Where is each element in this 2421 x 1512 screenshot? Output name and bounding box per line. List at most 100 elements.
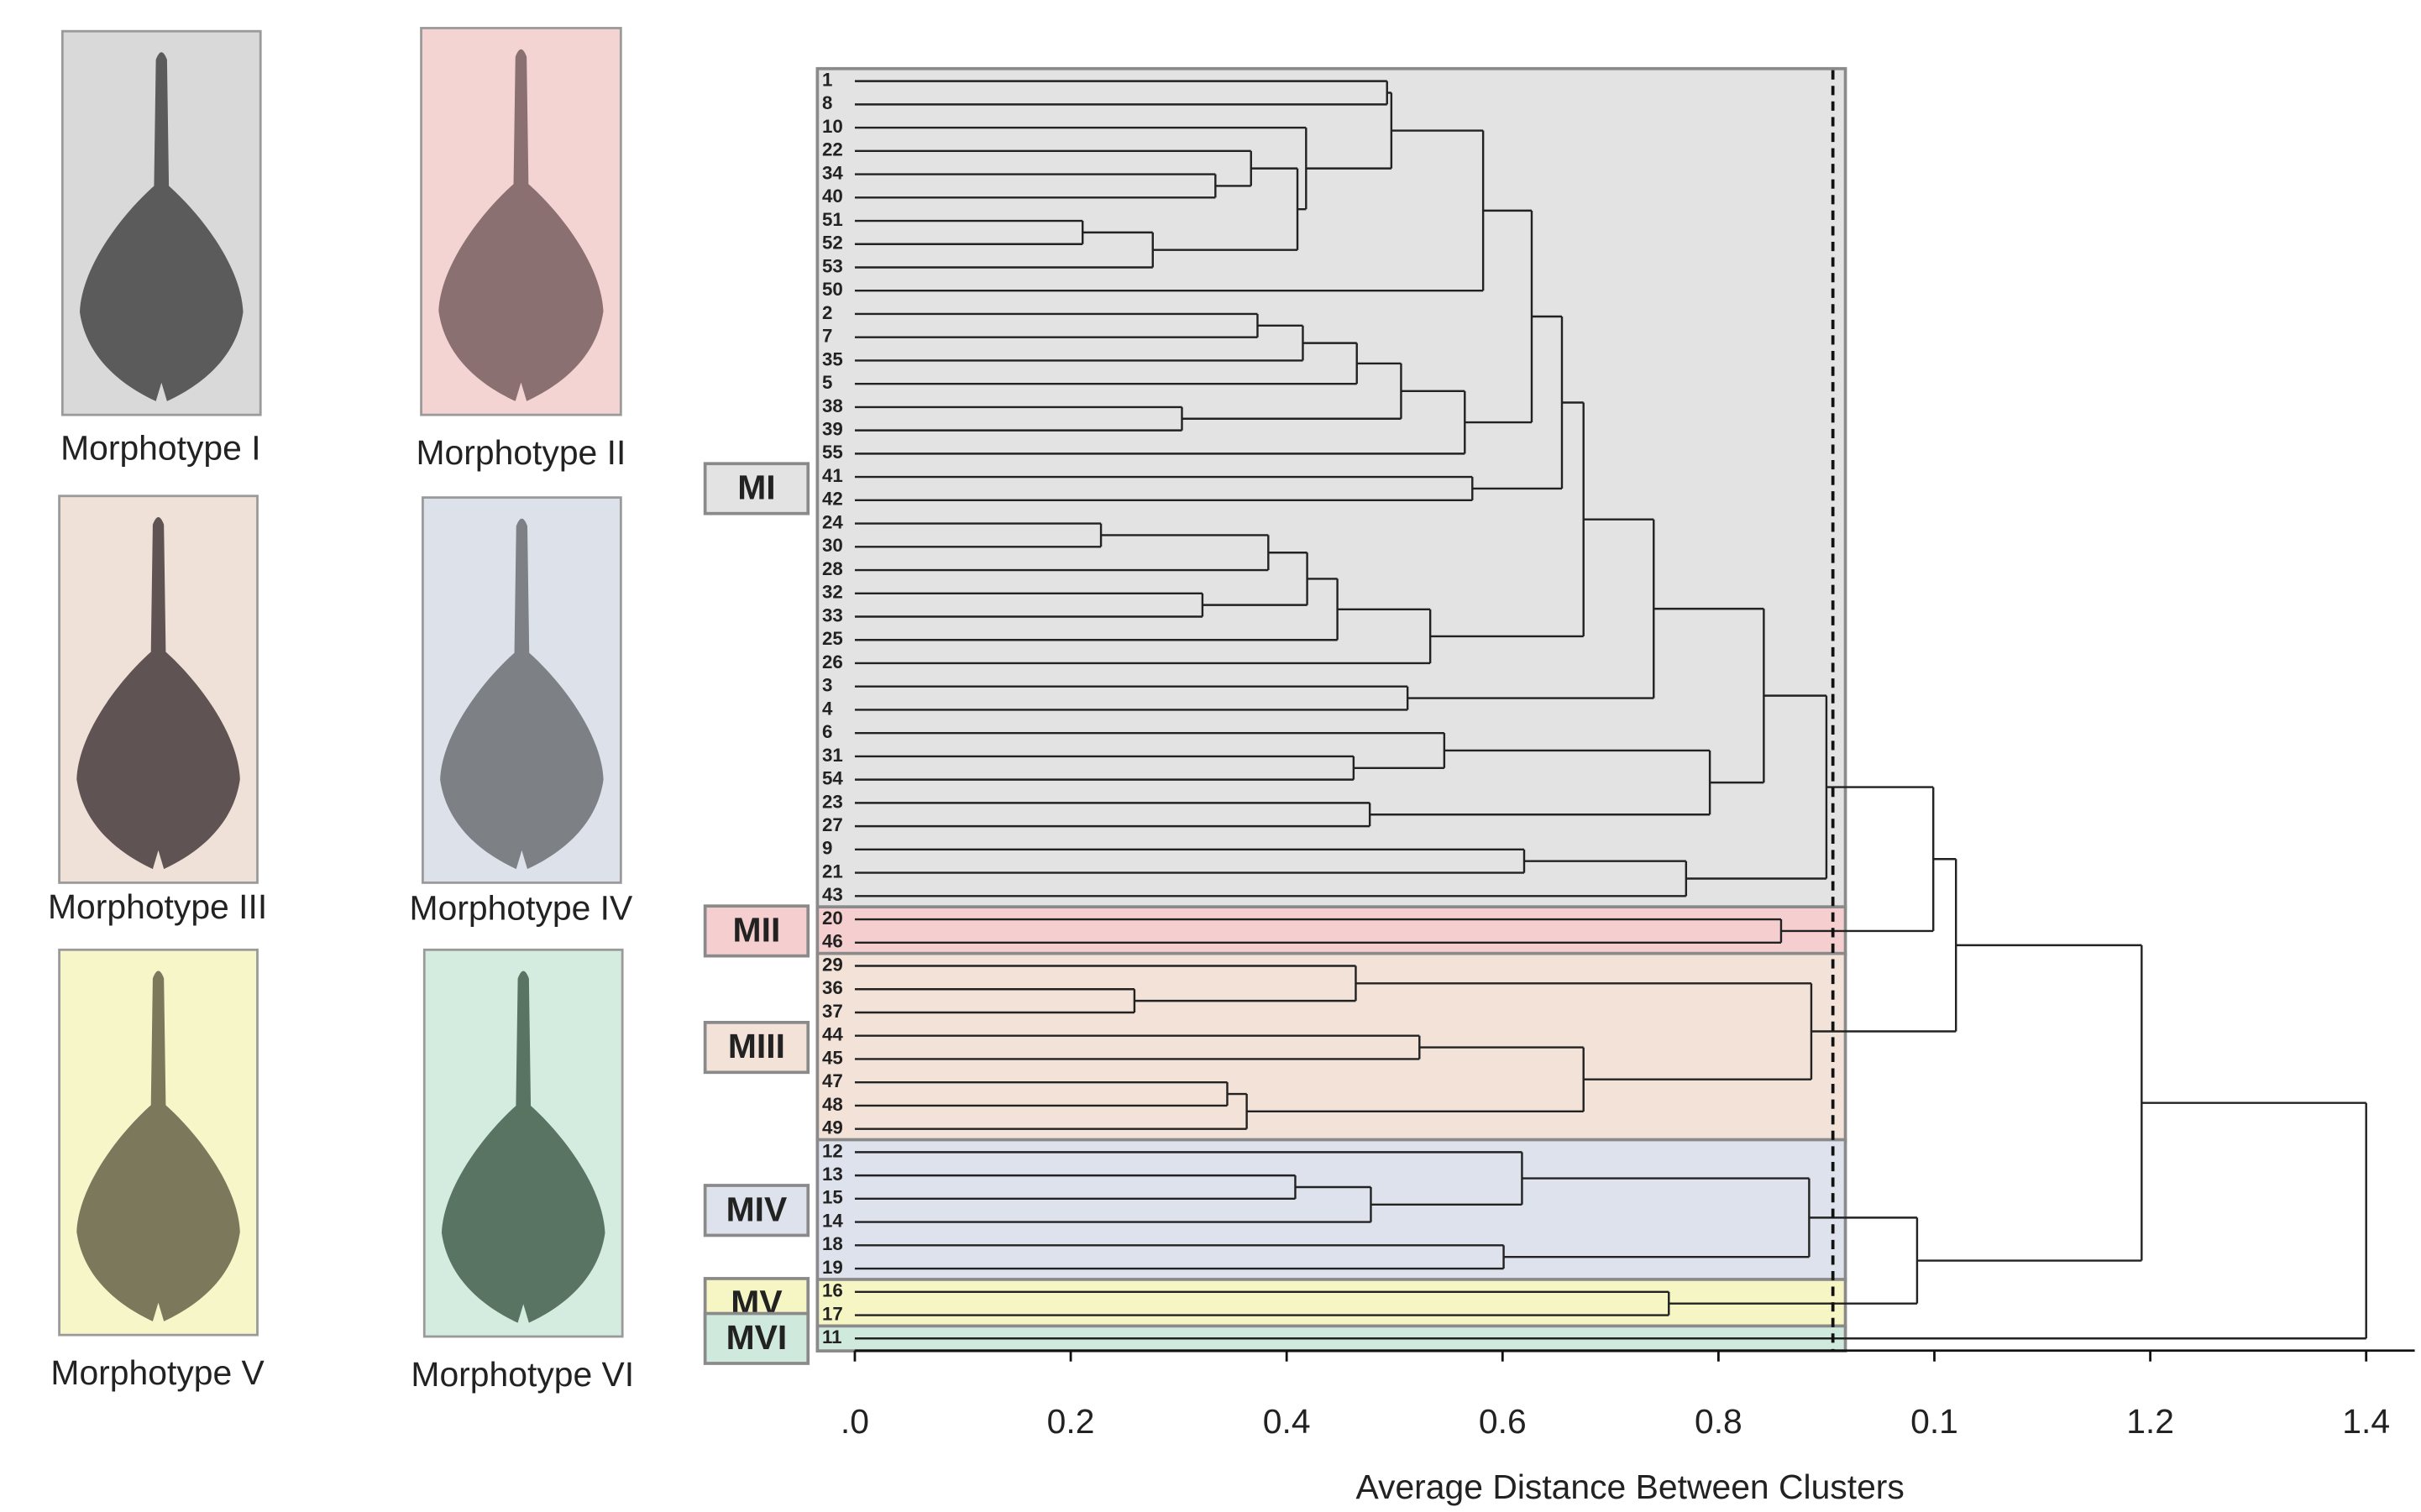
leaf-label: 37	[822, 1001, 843, 1022]
merge-link	[854, 1092, 1248, 1130]
cluster-box	[815, 905, 1847, 957]
leaf-label: 53	[822, 255, 843, 276]
x-tick-label: 0.2	[1047, 1402, 1095, 1441]
leaf-label: 26	[822, 651, 843, 672]
panel-label: Morphotype III	[48, 887, 267, 926]
cluster-tag-box	[703, 1311, 810, 1365]
leaf-label: 36	[822, 977, 843, 998]
cluster-tag: MII	[733, 911, 781, 950]
leaf-label: 22	[822, 139, 843, 160]
leaf-label: 25	[822, 628, 843, 649]
merge-link	[854, 608, 1432, 665]
merge-link	[854, 342, 1358, 385]
leaf-image	[76, 517, 240, 870]
leaf-label: 50	[822, 279, 843, 300]
merge-link	[1811, 858, 1957, 1033]
x-tick-label: 0.4	[1263, 1402, 1311, 1441]
merge-link	[854, 685, 1409, 711]
leaf-label: 6	[822, 721, 832, 742]
leaf-label: 46	[822, 931, 843, 952]
leaf-image	[441, 971, 605, 1323]
leaf-label: 18	[822, 1233, 843, 1254]
merge-link	[1407, 518, 1655, 699]
leaf-label: 40	[822, 186, 843, 207]
x-axis-label: Average Distance Between Clusters	[1356, 1468, 1905, 1506]
cluster-tag: MVI	[726, 1318, 788, 1357]
leaf-label: 32	[822, 582, 843, 603]
x-tick-label: 1.4	[2342, 1402, 2390, 1441]
leaf-label: 8	[822, 92, 832, 113]
leaf-image	[438, 49, 604, 401]
leaf-label: 5	[822, 372, 832, 393]
leaf-label: 38	[822, 395, 843, 416]
leaf-label: 41	[822, 465, 843, 486]
leaf-label: 24	[822, 511, 843, 532]
leaf-label: 51	[822, 209, 843, 230]
cluster-tag-box	[703, 904, 810, 958]
x-tick-label: 0.1	[1910, 1402, 1958, 1441]
merge-link	[854, 592, 1204, 618]
merge-link	[1503, 1177, 1811, 1258]
merge-link	[1465, 209, 1533, 424]
panel-label: Morphotype IV	[410, 889, 633, 928]
leaf-label: 16	[822, 1280, 843, 1301]
leaf-label: 31	[822, 745, 843, 766]
leaf-label: 29	[822, 954, 843, 975]
merge-link	[854, 860, 1688, 897]
leaf-label: 2	[822, 302, 832, 323]
leaf-label: 19	[822, 1257, 843, 1278]
merge-link	[854, 126, 1307, 211]
leaf-label: 20	[822, 908, 843, 929]
leaf-label: 43	[822, 884, 843, 905]
leaf-label: 23	[822, 791, 843, 812]
leaf-label: 33	[822, 604, 843, 625]
merge-link	[854, 755, 1355, 781]
leaf-label: 42	[822, 489, 843, 510]
cluster-tag-box	[703, 462, 810, 515]
leaf-label: 3	[822, 675, 832, 696]
cluster-tag-box	[703, 1021, 810, 1075]
leaf-image	[440, 518, 604, 870]
cluster-box	[815, 1138, 1847, 1283]
x-tick-label: 1.2	[2126, 1402, 2174, 1441]
leaf-label: 45	[822, 1047, 843, 1068]
panel-label: Morphotype VI	[411, 1355, 634, 1394]
leaf-label: 28	[822, 558, 843, 579]
leaf-label: 7	[822, 326, 832, 347]
merge-link	[854, 80, 1388, 106]
merge-link	[854, 1080, 1229, 1107]
merge-link	[854, 129, 1485, 292]
leaf-label: 48	[822, 1094, 843, 1115]
merge-link	[1182, 362, 1402, 420]
leaf-label: 27	[822, 814, 843, 835]
leaf-label: 44	[822, 1024, 843, 1045]
leaf-label: 1	[822, 70, 832, 91]
leaf-label: 30	[822, 535, 843, 556]
panels: Morphotype I Morphotype II Morphotype III M…	[48, 27, 634, 1394]
merge-link	[1916, 944, 2143, 1262]
merge-link	[854, 918, 1783, 944]
leaf-label: 17	[822, 1303, 843, 1324]
leaf-label: 15	[822, 1187, 843, 1208]
leaf-label: 21	[822, 861, 843, 882]
x-tick-label: 0.8	[1695, 1402, 1742, 1441]
merge-link	[854, 390, 1466, 455]
panel-label: Morphotype I	[60, 429, 260, 468]
merge-link	[854, 149, 1252, 187]
cluster-box	[815, 66, 1847, 911]
leaf-label: 47	[822, 1070, 843, 1091]
merge-link	[854, 312, 1259, 338]
leaf-label: 35	[822, 348, 843, 369]
cluster-tag: MI	[737, 468, 775, 507]
leaf-image	[79, 52, 244, 401]
panel-label: Morphotype V	[50, 1353, 265, 1392]
merge-link	[854, 324, 1304, 362]
panel-label: Morphotype II	[417, 433, 626, 472]
cluster-tag-box	[703, 1184, 810, 1237]
cluster-tag: MIV	[726, 1190, 788, 1228]
x-axis: .0 0.2 0.4 0.6 0.8 0.1 1.2 1.4	[841, 1349, 2415, 1441]
leaf-label: 11	[822, 1326, 842, 1347]
